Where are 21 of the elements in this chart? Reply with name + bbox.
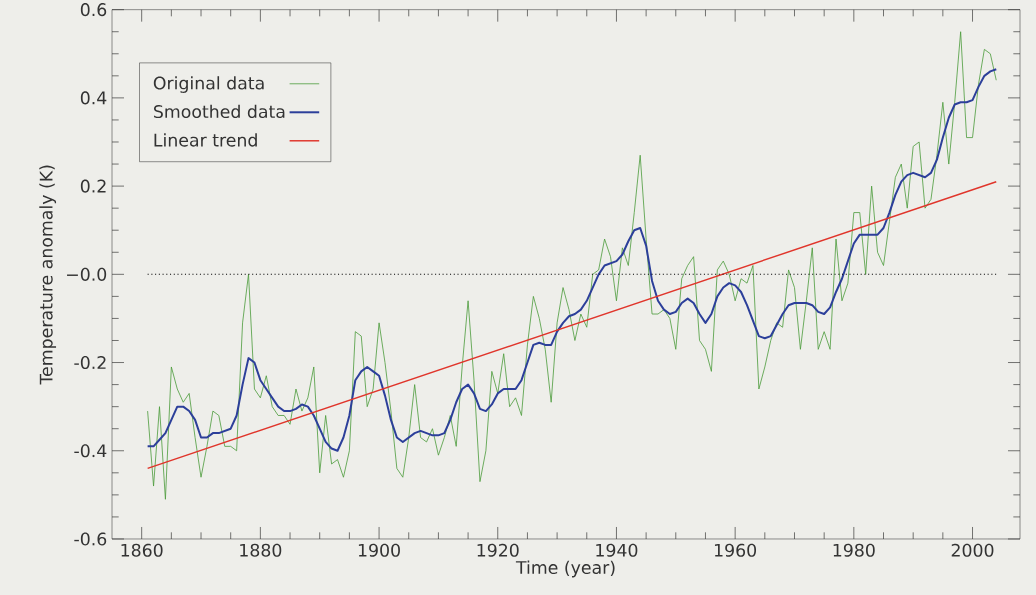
legend-label: Linear trend bbox=[154, 133, 257, 147]
x-tick-label: 1900 bbox=[358, 543, 400, 557]
x-tick-label: 1880 bbox=[240, 543, 282, 557]
y-axis-title: Temperature anomaly (K) bbox=[39, 165, 57, 385]
x-tick-label: 2000 bbox=[951, 543, 994, 557]
legend-label: Original data bbox=[153, 76, 264, 93]
line-series bbox=[147, 31, 997, 500]
y-tick-label: −0.0 bbox=[67, 267, 107, 281]
y-tick-label: 0.2 bbox=[80, 179, 106, 193]
x-tick-label: 1940 bbox=[596, 543, 638, 557]
x-tick-label: 1980 bbox=[833, 543, 875, 557]
y-tick-label: -0.4 bbox=[74, 444, 107, 458]
y-tick-label: 0.6 bbox=[80, 3, 107, 17]
x-tick-label: 1860 bbox=[121, 543, 163, 557]
legend-label: Smoothed data bbox=[154, 104, 285, 119]
x-tick-label: 1960 bbox=[714, 543, 757, 557]
y-tick-label: 0.4 bbox=[80, 91, 107, 105]
y-tick-label: -0.2 bbox=[74, 355, 106, 370]
x-axis-title: Time (year) bbox=[515, 560, 615, 578]
x-tick-label: 1920 bbox=[477, 543, 519, 557]
y-tick-label: -0.6 bbox=[74, 532, 107, 546]
